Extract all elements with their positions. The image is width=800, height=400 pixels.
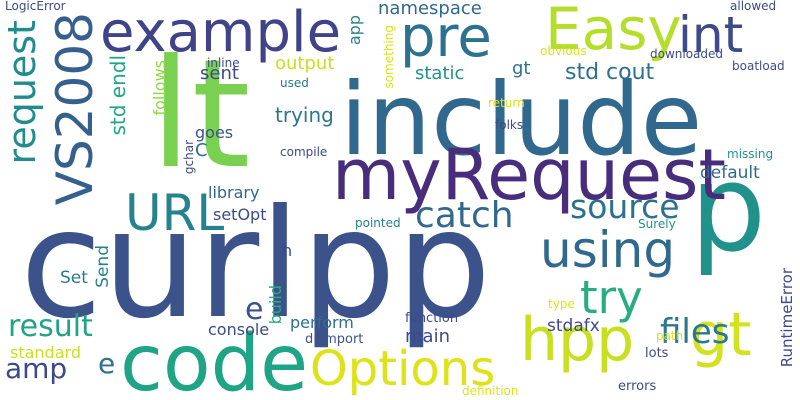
word-pre: pre [400, 5, 492, 70]
word-allowed: allowed [730, 0, 777, 13]
word-pointed: pointed [355, 216, 401, 230]
word-perform: perform [290, 313, 354, 332]
word-namespace: namespace [378, 0, 482, 19]
word-definition: definition [462, 384, 519, 398]
word-goes: goes [195, 123, 234, 142]
word-example: example [100, 0, 342, 65]
word-vs2008: VS2008 [46, 12, 104, 206]
word-used: used [280, 76, 309, 90]
word-send: Send [93, 245, 113, 288]
word-p: p [690, 140, 767, 279]
word-obvious: obvious [540, 44, 587, 58]
word-trying: trying [275, 103, 334, 127]
word-logicerror: LogicError [5, 0, 66, 13]
word-console: console [208, 320, 270, 339]
word-compile: compile [280, 145, 328, 159]
word-inline: inline [207, 56, 240, 70]
word-build: build [266, 285, 285, 325]
word-path: path [656, 329, 684, 343]
word-surely: Surely [638, 217, 676, 231]
word-gchar: gchar [182, 140, 196, 175]
word-e: e [98, 347, 116, 380]
word-downloaded: downloaded [650, 47, 724, 61]
word-runtimeerror: RuntimeError [778, 268, 796, 368]
word-url: URL [125, 184, 225, 242]
word-result: result [8, 309, 93, 344]
word-c: C [195, 140, 208, 161]
word-sent: sent [200, 63, 239, 84]
word-default: default [700, 163, 760, 183]
word-something: something [382, 25, 396, 89]
word-files: files [660, 312, 730, 352]
word-gt: gt [690, 300, 752, 370]
word-try: try [580, 271, 643, 324]
word-setopt: setOpt [213, 205, 267, 224]
word-type: type [548, 297, 575, 311]
word-main: main [405, 326, 450, 347]
word-function: function [405, 311, 459, 326]
word-int: int [678, 6, 744, 64]
word-gt: gt [512, 58, 531, 79]
word-curlpp: curlpp [20, 178, 492, 352]
word-lots: lots [645, 346, 669, 361]
word-amp: amp [5, 352, 68, 385]
word-source: source [570, 187, 680, 226]
word-output: output [275, 53, 335, 74]
word-include: include [340, 61, 703, 178]
word-myrequest: myRequest [332, 134, 726, 216]
word-dllimport: dllimport [305, 332, 364, 347]
word-folks: folks [495, 118, 524, 132]
word-stdafx: stdafx [547, 316, 600, 336]
word-catch: catch [415, 195, 514, 236]
word-library: library [208, 183, 260, 202]
word-code: code [120, 319, 309, 400]
word-boatload: boatload [732, 59, 785, 73]
word-std-endl: std endl [106, 55, 130, 136]
word-errors: errors [618, 379, 657, 394]
word-follows: follows [150, 60, 169, 116]
word-hpp: hpp [520, 305, 635, 375]
word-using: using [540, 221, 676, 279]
word-h: h [282, 241, 293, 260]
word-request: request [0, 20, 44, 165]
word-easy: Easy [545, 0, 682, 63]
word-app: app [345, 15, 364, 46]
word-std-cout: std cout [565, 60, 655, 85]
word-options: Options [310, 341, 496, 397]
word-e: e [245, 292, 264, 327]
word-static: static [415, 63, 465, 84]
word-standard: standard [10, 343, 81, 362]
word-missing: missing [727, 147, 774, 161]
word-return: return [488, 96, 525, 110]
word-set: Set [60, 268, 88, 288]
word-lt: lt [150, 28, 251, 202]
